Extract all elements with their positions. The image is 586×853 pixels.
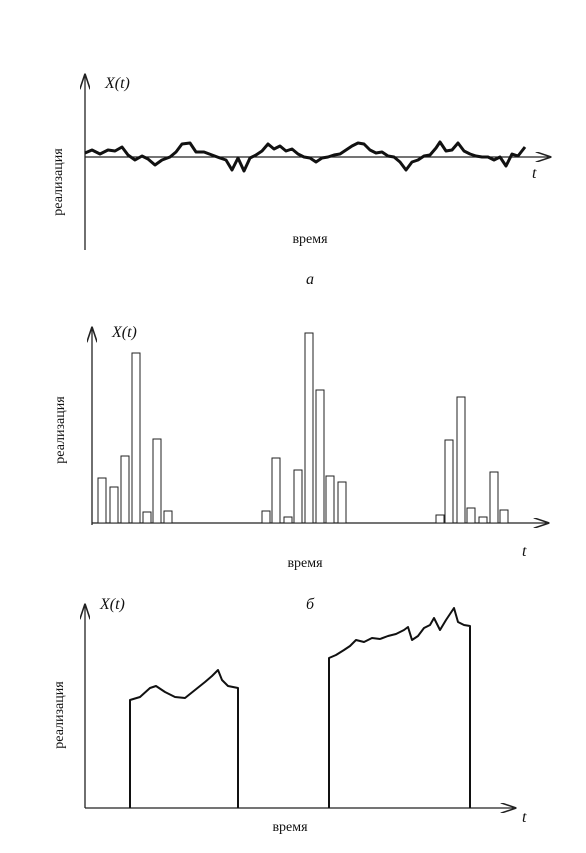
y-label: X(t): [99, 596, 125, 613]
x-label: время: [287, 556, 323, 571]
x-axis-symbol: t: [522, 543, 527, 560]
bar: [109, 486, 119, 524]
bar: [466, 507, 476, 524]
x-axis-symbol: t: [522, 809, 527, 826]
bar: [152, 438, 162, 524]
bar: [131, 352, 141, 524]
signal: [84, 140, 527, 173]
pulse: [129, 669, 239, 808]
bar: [261, 510, 271, 524]
bar: [293, 469, 303, 524]
bars: [97, 332, 509, 524]
bar: [283, 516, 293, 524]
axis-label: реализация: [51, 148, 66, 216]
bar: [489, 471, 499, 524]
panel-c: X(t) реализация t время: [52, 596, 527, 835]
axis-label: реализация: [52, 681, 67, 749]
y-label: X(t): [111, 324, 137, 341]
bar: [97, 477, 107, 524]
panel-a: X(t) реализация t время а: [51, 75, 550, 288]
x-label: время: [272, 820, 308, 835]
bar: [478, 516, 488, 524]
bar: [435, 514, 445, 524]
bar: [315, 389, 325, 524]
axis-label: реализация: [53, 396, 68, 464]
caption: б: [306, 596, 315, 613]
pulse: [328, 607, 471, 808]
bar: [325, 475, 335, 524]
bar: [337, 481, 347, 524]
x-label: время: [292, 232, 328, 247]
x-axis-symbol: t: [532, 165, 537, 182]
panel-b: X(t) реализация t время б: [53, 324, 548, 613]
caption: а: [306, 271, 314, 288]
bar: [444, 439, 454, 524]
bar: [120, 455, 130, 524]
bar: [271, 457, 281, 524]
bar: [142, 511, 152, 524]
bar: [499, 509, 509, 524]
bar: [456, 396, 466, 524]
bar: [304, 332, 314, 524]
bar: [163, 510, 173, 524]
y-label: X(t): [104, 75, 130, 92]
